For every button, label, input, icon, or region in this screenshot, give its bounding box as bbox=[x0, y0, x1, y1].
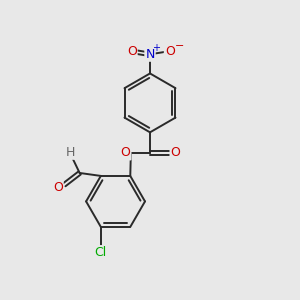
Text: O: O bbox=[53, 181, 63, 194]
Text: +: + bbox=[152, 43, 160, 53]
Text: −: − bbox=[175, 41, 184, 51]
Text: Cl: Cl bbox=[95, 246, 107, 259]
Text: O: O bbox=[165, 45, 175, 58]
Text: N: N bbox=[145, 48, 155, 61]
Text: H: H bbox=[66, 146, 76, 159]
Text: O: O bbox=[121, 146, 130, 159]
Text: O: O bbox=[127, 45, 137, 58]
Text: O: O bbox=[171, 146, 181, 159]
